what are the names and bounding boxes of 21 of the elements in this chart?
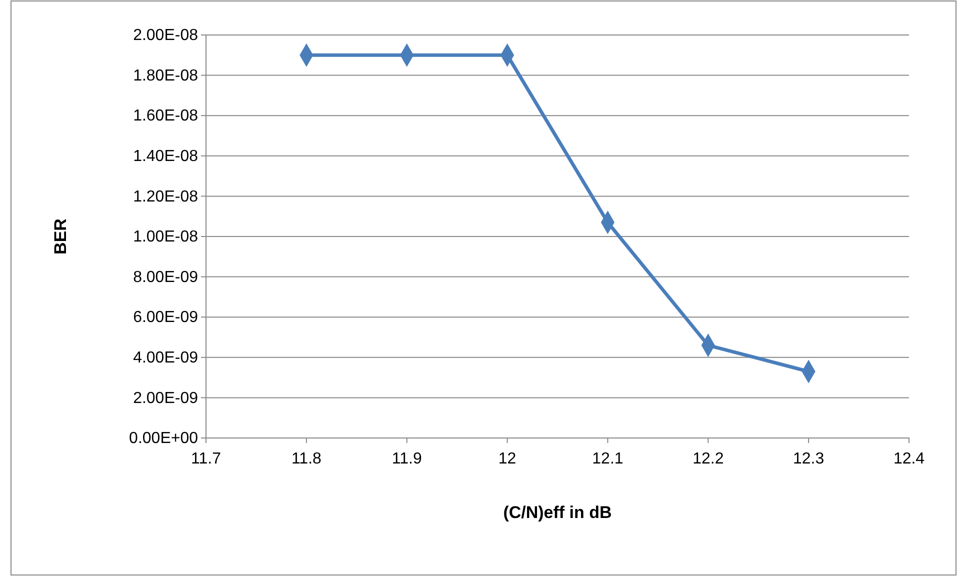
x-tick-label: 12.1	[592, 450, 624, 468]
x-tick-label: 11.8	[291, 450, 322, 468]
x-tick-label: 12.3	[793, 450, 824, 468]
x-axis-title: (C/N)eff in dB	[503, 503, 612, 522]
y-tick-label: 1.40E-08	[133, 148, 198, 166]
x-tick-label: 11.9	[392, 450, 422, 468]
y-tick-label: 1.00E-08	[133, 228, 198, 246]
y-axis-title: BER	[51, 218, 70, 254]
y-tick-label: 8.00E-09	[133, 268, 198, 286]
y-tick-label: 4.00E-09	[133, 350, 198, 367]
y-tick-label: 2.00E-09	[133, 390, 198, 407]
y-tick-label: 1.20E-08	[133, 188, 198, 206]
x-tick-label: 12.4	[893, 450, 925, 468]
x-tick-label: 12	[498, 450, 516, 468]
x-tick-label: 12.2	[692, 450, 724, 468]
x-tick-label: 11.7	[191, 450, 222, 468]
y-tick-label: 2.00E-08	[133, 27, 198, 44]
y-tick-label: 1.60E-08	[133, 108, 198, 125]
y-tick-label: 0.00E+00	[129, 430, 198, 448]
y-tick-label: 1.80E-08	[133, 67, 198, 84]
y-tick-label: 6.00E-09	[133, 309, 198, 326]
